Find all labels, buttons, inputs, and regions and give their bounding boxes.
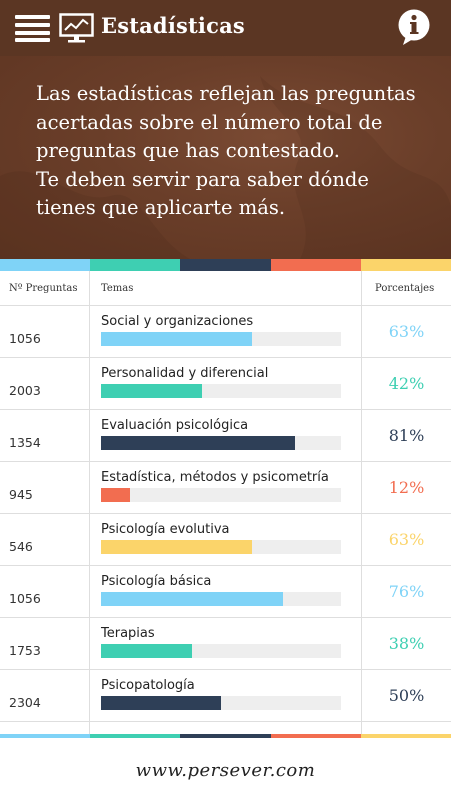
percentage-value: 63%: [388, 322, 425, 341]
question-count: 1056: [9, 331, 41, 346]
description-line: preguntas que has contestado.: [36, 139, 340, 162]
stripe-segment-blue: [0, 734, 90, 738]
description-line: tienes que aplicarte más.: [36, 196, 286, 219]
question-count: 1056: [9, 591, 41, 606]
question-count: 2003: [9, 383, 41, 398]
monitor-chart-icon: [59, 13, 94, 43]
theme-name: Personalidad y diferencial: [101, 366, 269, 381]
percentage-value: 63%: [388, 530, 425, 549]
table-row: 2304 Psicopatología 50%: [0, 670, 451, 722]
stats-description-banner: Las estadísticas reflejan las preguntas …: [0, 56, 451, 259]
description-line: Te deben servir para saber dónde: [36, 167, 369, 191]
column-header-theme: Temas: [101, 283, 134, 294]
table-row: 945 Estadística, métodos y psicometría 12%: [0, 462, 451, 514]
table-row: 1354 Evaluación psicológica 81%: [0, 410, 451, 462]
stripe-segment-yellow: [361, 259, 451, 271]
description-line: acertadas sobre el número total de: [36, 110, 383, 134]
progress-bar-fill: [101, 696, 221, 710]
stats-description: Las estadísticas reflejan las preguntas …: [36, 80, 436, 223]
percentage-value: 76%: [388, 582, 425, 601]
question-count: 2304: [9, 695, 41, 710]
table-row: 2003 Personalidad y diferencial 42%: [0, 358, 451, 410]
theme-name: Psicología básica: [101, 574, 212, 589]
color-stripe-top: [0, 259, 451, 271]
theme-name: Estadística, métodos y psicometría: [101, 470, 329, 485]
question-count: 1753: [9, 643, 41, 658]
progress-bar-fill: [101, 332, 252, 346]
column-header-count: Nº Preguntas: [9, 283, 78, 294]
question-count: 1354: [9, 435, 41, 450]
theme-name: Psicopatología: [101, 678, 195, 693]
percentage-value: 12%: [388, 478, 425, 497]
stripe-segment-coral: [271, 734, 361, 738]
progress-bar-fill: [101, 644, 192, 658]
theme-name: Psicología evolutiva: [101, 522, 230, 537]
theme-name: Evaluación psicológica: [101, 418, 249, 433]
stripe-segment-teal: [90, 259, 180, 271]
table-header: Nº Preguntas Temas Porcentajes: [0, 271, 451, 306]
percentage-value: 81%: [388, 426, 425, 445]
theme-name: Social y organizaciones: [101, 314, 254, 329]
stripe-segment-navy: [180, 259, 271, 271]
stripe-segment-coral: [271, 259, 361, 271]
progress-bar-track: [101, 436, 341, 450]
column-divider: [89, 271, 90, 734]
app-bar: Estadísticas: [0, 0, 451, 56]
stripe-segment-yellow: [361, 734, 451, 738]
question-count: 546: [9, 539, 33, 554]
stripe-segment-navy: [180, 734, 271, 738]
color-stripe-bottom: [0, 734, 451, 738]
footer: [0, 741, 451, 800]
progress-bar-fill: [101, 592, 283, 606]
menu-icon[interactable]: [15, 15, 50, 42]
progress-bar-track: [101, 696, 341, 710]
percentage-value: 42%: [388, 374, 425, 393]
progress-bar-track: [101, 488, 341, 502]
website-link[interactable]: www.persever.com: [135, 760, 316, 781]
progress-bar-track: [101, 592, 341, 606]
column-header-percent: Porcentajes: [375, 283, 435, 294]
description-line: Las estadísticas reflejan las preguntas: [36, 82, 416, 105]
table-row: 1056 Social y organizaciones 63%: [0, 306, 451, 358]
background-texture: [0, 76, 451, 259]
progress-bar-fill: [101, 384, 202, 398]
table-row: 1753 Terapias 38%: [0, 618, 451, 670]
stripe-segment-teal: [90, 734, 180, 738]
progress-bar-track: [101, 644, 341, 658]
stats-table: Nº Preguntas Temas Porcentajes 1056 Socia…: [0, 271, 451, 734]
progress-bar-fill: [101, 488, 130, 502]
progress-bar-track: [101, 384, 341, 398]
theme-name: Terapias: [101, 626, 155, 641]
percentage-value: 38%: [388, 634, 425, 653]
progress-bar-track: [101, 540, 341, 554]
progress-bar-track: [101, 332, 341, 346]
progress-bar-fill: [101, 540, 252, 554]
column-divider: [361, 271, 362, 734]
percentage-value: 50%: [388, 686, 425, 705]
question-count: 945: [9, 487, 33, 502]
table-row: 546 Psicología evolutiva 63%: [0, 514, 451, 566]
info-icon[interactable]: [397, 9, 431, 46]
table-row: 1056 Psicología básica 76%: [0, 566, 451, 618]
stripe-segment-blue: [0, 259, 90, 271]
page-title: Estadísticas: [101, 13, 245, 38]
progress-bar-fill: [101, 436, 295, 450]
